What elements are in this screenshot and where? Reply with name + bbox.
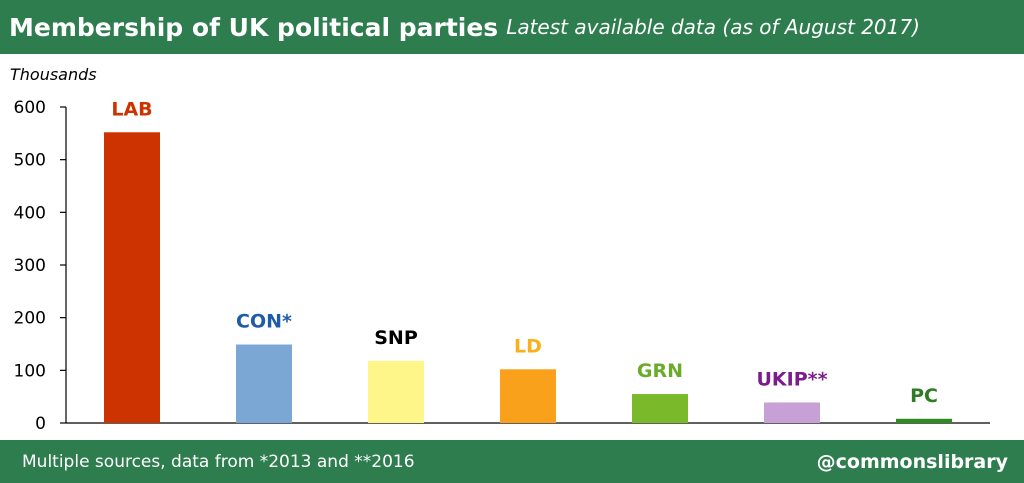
bar-label-grn: GRN: [637, 360, 683, 382]
bar-lab: [104, 132, 160, 423]
y-tick-label: 500: [14, 151, 46, 171]
footer-bar: Multiple sources, data from *2013 and **…: [0, 440, 1024, 483]
twitter-handle: @commonslibrary: [816, 450, 1008, 473]
bar-label-ukip: UKIP**: [756, 368, 827, 390]
chart-bar-labels: LAB CON* SNP LD GRN UKIP** PC: [111, 98, 938, 407]
chart-subtitle: Latest available data (as of August 2017…: [506, 15, 920, 39]
y-axis-unit-label: Thousands: [10, 65, 97, 84]
chart-title: Membership of UK political parties: [9, 12, 499, 42]
y-tick-label: 0: [35, 414, 46, 434]
bar-label-ld: LD: [514, 335, 542, 357]
header-bar: Membership of UK political parties Lates…: [0, 0, 1024, 54]
source-note: Multiple sources, data from *2013 and **…: [22, 451, 415, 472]
chart-bars: [104, 132, 952, 423]
bar-ukip: [764, 402, 820, 423]
bar-label-snp: SNP: [374, 327, 418, 349]
bar-con: [236, 344, 292, 423]
bar-snp: [368, 360, 424, 423]
bar-grn: [632, 394, 688, 423]
y-tick-label: 200: [14, 309, 46, 329]
bar-ld: [500, 369, 556, 423]
chart-axes: Thousands 0 100 200 300 400 500 600: [10, 65, 990, 434]
y-tick-label: 100: [14, 361, 46, 381]
bar-pc: [896, 418, 952, 423]
bar-label-con: CON*: [236, 311, 292, 333]
bar-label-lab: LAB: [111, 98, 152, 120]
bar-label-pc: PC: [910, 385, 938, 407]
y-tick-label: 400: [14, 203, 46, 223]
y-tick-label: 300: [14, 256, 46, 276]
y-tick-label: 600: [14, 98, 46, 118]
